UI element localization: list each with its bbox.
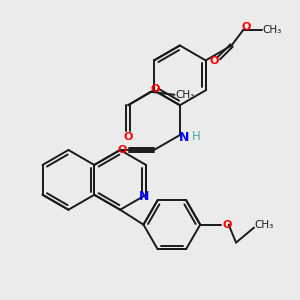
Text: O: O [241, 22, 251, 32]
Text: O: O [150, 84, 160, 94]
Text: CH₃: CH₃ [255, 220, 274, 230]
Text: O: O [118, 145, 127, 155]
Text: CH₃: CH₃ [262, 25, 282, 35]
Text: O: O [210, 56, 219, 66]
Text: O: O [124, 132, 133, 142]
Text: N: N [139, 190, 150, 203]
Text: CH₃: CH₃ [175, 90, 194, 100]
Text: O: O [222, 220, 232, 230]
Text: N: N [179, 131, 190, 144]
Text: H: H [192, 130, 201, 143]
